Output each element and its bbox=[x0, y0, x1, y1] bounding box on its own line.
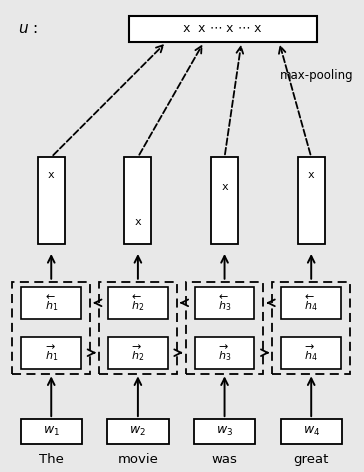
Text: x: x bbox=[135, 217, 141, 227]
Text: movie: movie bbox=[118, 453, 158, 466]
Text: $w_1$: $w_1$ bbox=[43, 425, 60, 438]
FancyBboxPatch shape bbox=[281, 287, 341, 319]
Text: $\overleftarrow{h}_1$: $\overleftarrow{h}_1$ bbox=[44, 293, 58, 313]
FancyBboxPatch shape bbox=[124, 157, 151, 244]
FancyBboxPatch shape bbox=[107, 419, 169, 444]
FancyBboxPatch shape bbox=[281, 337, 341, 369]
FancyBboxPatch shape bbox=[186, 282, 264, 374]
FancyBboxPatch shape bbox=[129, 16, 317, 42]
Text: $w_4$: $w_4$ bbox=[302, 425, 320, 438]
Text: $\overrightarrow{h}_4$: $\overrightarrow{h}_4$ bbox=[304, 343, 318, 362]
Text: $\overrightarrow{h}_1$: $\overrightarrow{h}_1$ bbox=[44, 343, 58, 362]
Text: $\overleftarrow{h}_4$: $\overleftarrow{h}_4$ bbox=[304, 293, 318, 313]
Text: The: The bbox=[39, 453, 64, 466]
FancyBboxPatch shape bbox=[108, 287, 168, 319]
FancyBboxPatch shape bbox=[194, 419, 255, 444]
FancyBboxPatch shape bbox=[298, 157, 325, 244]
FancyBboxPatch shape bbox=[281, 419, 342, 444]
FancyBboxPatch shape bbox=[20, 419, 82, 444]
Text: $\overleftarrow{h}_3$: $\overleftarrow{h}_3$ bbox=[218, 293, 231, 313]
Text: $\overleftarrow{h}_2$: $\overleftarrow{h}_2$ bbox=[131, 293, 145, 313]
FancyBboxPatch shape bbox=[108, 337, 168, 369]
Text: x: x bbox=[308, 170, 314, 180]
Text: $w_2$: $w_2$ bbox=[130, 425, 146, 438]
FancyBboxPatch shape bbox=[195, 287, 254, 319]
Text: $\boldsymbol{\mathit{u}}$ :: $\boldsymbol{\mathit{u}}$ : bbox=[18, 21, 38, 36]
Text: was: was bbox=[211, 453, 237, 466]
Text: max-pooling: max-pooling bbox=[280, 69, 353, 83]
Text: $\overrightarrow{h}_3$: $\overrightarrow{h}_3$ bbox=[218, 343, 231, 362]
Text: great: great bbox=[293, 453, 329, 466]
FancyBboxPatch shape bbox=[21, 337, 81, 369]
FancyBboxPatch shape bbox=[38, 157, 65, 244]
FancyBboxPatch shape bbox=[272, 282, 350, 374]
Text: $\mathtt{x}\ \ \mathtt{x}\ \cdots\ \mathtt{x}\ \cdots\ \mathtt{x}$: $\mathtt{x}\ \ \mathtt{x}\ \cdots\ \math… bbox=[182, 23, 263, 35]
FancyBboxPatch shape bbox=[195, 337, 254, 369]
Text: $w_3$: $w_3$ bbox=[216, 425, 233, 438]
FancyBboxPatch shape bbox=[21, 287, 81, 319]
FancyBboxPatch shape bbox=[12, 282, 90, 374]
FancyBboxPatch shape bbox=[99, 282, 177, 374]
FancyBboxPatch shape bbox=[211, 157, 238, 244]
Text: x: x bbox=[48, 170, 55, 180]
Text: $\overrightarrow{h}_2$: $\overrightarrow{h}_2$ bbox=[131, 343, 145, 362]
Text: x: x bbox=[221, 182, 228, 192]
